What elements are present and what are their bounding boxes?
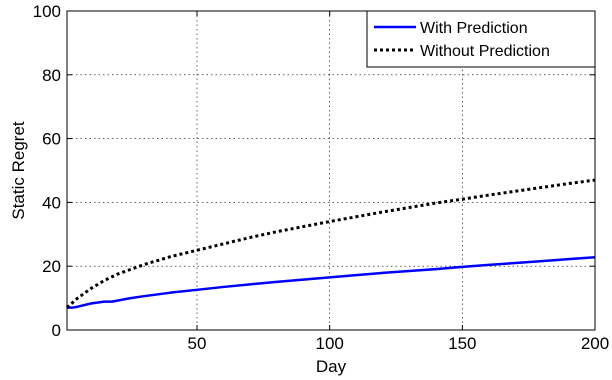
legend-label-with-prediction: With Prediction [420, 20, 528, 37]
y-tick-label: 80 [42, 66, 61, 85]
y-tick-label: 40 [42, 193, 61, 212]
x-tick-label: 50 [188, 334, 207, 353]
y-tick-label: 60 [42, 130, 61, 149]
series-line-with-prediction [67, 256, 596, 309]
x-tick-label: 200 [581, 334, 609, 353]
series-line-without-prediction [65, 178, 596, 309]
y-tick-label: 100 [33, 2, 61, 21]
legend: With Prediction Without Prediction [366, 10, 596, 68]
plot-frame [66, 10, 596, 331]
x-axis-label: Day [316, 357, 347, 376]
y-tick-label: 20 [42, 257, 61, 276]
y-axis-label: Static Regret [9, 121, 28, 220]
y-tick-label: 0 [52, 321, 61, 340]
legend-box [366, 10, 596, 68]
legend-label-without-prediction: Without Prediction [420, 43, 550, 60]
x-tick-label: 100 [315, 334, 343, 353]
x-tick-label: 150 [448, 334, 476, 353]
axis-ticks: 50 100 150 200 0 20 40 60 80 100 [33, 2, 610, 353]
plot-series [65, 178, 596, 309]
